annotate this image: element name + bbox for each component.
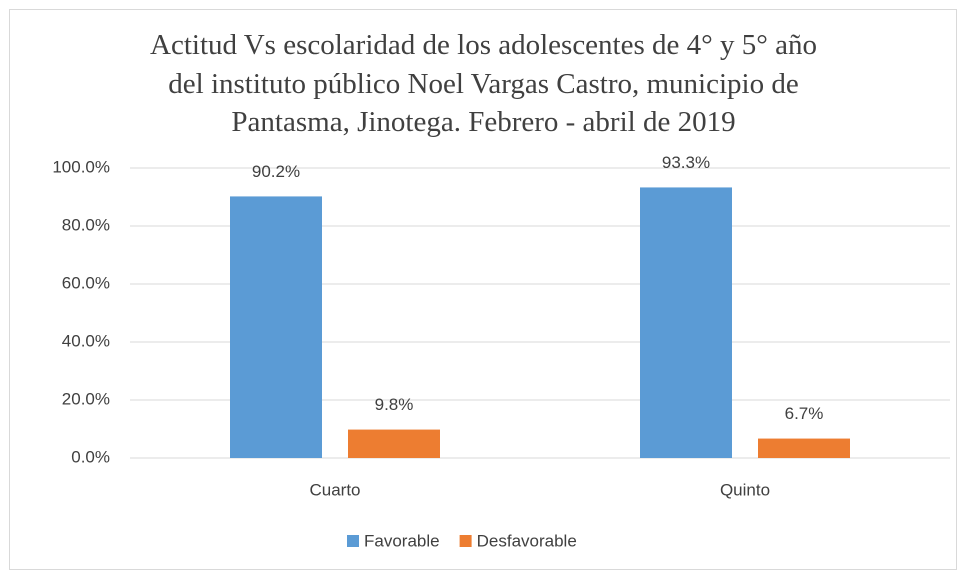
data-label: 9.8% <box>375 395 414 414</box>
x-tick-label: Cuarto <box>309 480 360 499</box>
y-tick-label: 60.0% <box>62 273 110 292</box>
bar <box>230 196 322 459</box>
data-label: 93.3% <box>662 153 710 172</box>
y-tick-label: 80.0% <box>62 215 110 234</box>
legend-swatch <box>347 535 359 547</box>
bar <box>640 187 732 458</box>
legend-label: Favorable <box>364 531 440 550</box>
chart-border <box>9 9 957 570</box>
y-tick-label: 100.0% <box>52 157 110 176</box>
legend-swatch <box>459 535 472 547</box>
y-tick-label: 0.0% <box>71 447 110 466</box>
legend-label: Desfavorable <box>477 531 577 550</box>
x-tick-label: Quinto <box>720 480 770 499</box>
bar <box>348 429 440 458</box>
data-label: 90.2% <box>252 162 300 181</box>
data-label: 6.7% <box>785 404 824 423</box>
chart-title: Actitud Vs escolaridad de los adolescent… <box>150 29 817 138</box>
y-tick-label: 40.0% <box>62 331 110 350</box>
y-tick-label: 20.0% <box>62 389 110 408</box>
bar <box>758 438 850 458</box>
legend: Favorable Desfavorable <box>347 531 577 550</box>
